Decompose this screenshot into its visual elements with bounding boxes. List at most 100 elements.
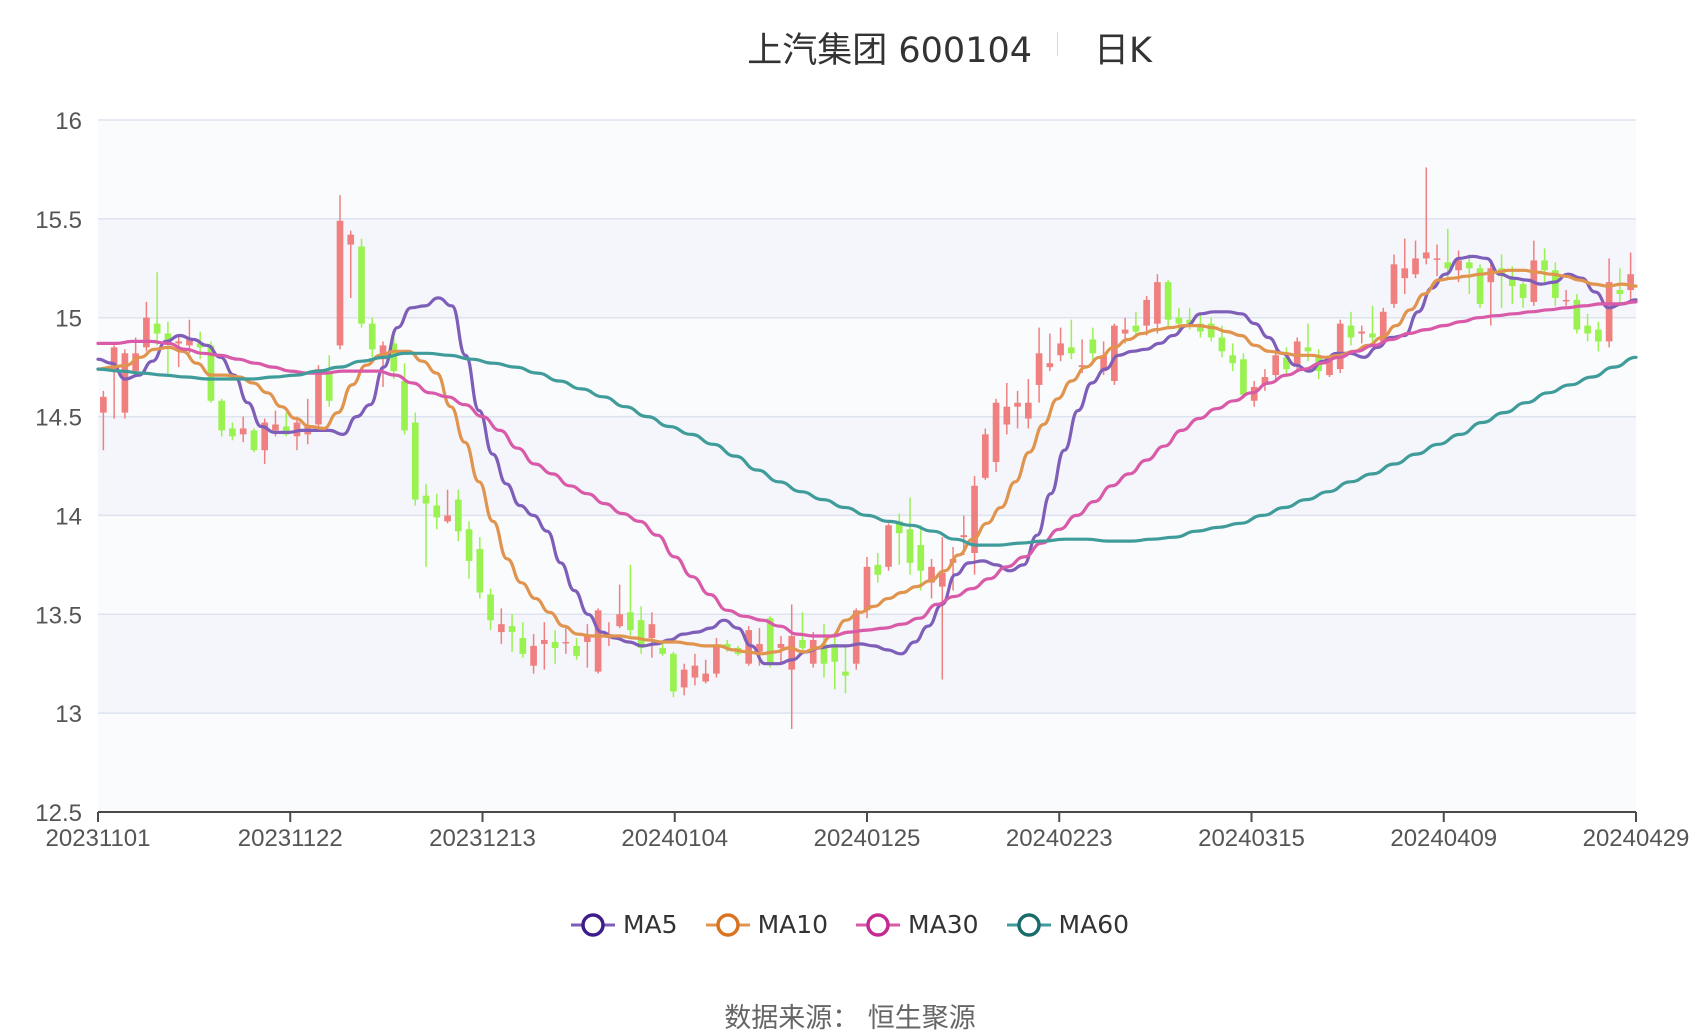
candle	[541, 622, 548, 670]
candle-body	[508, 626, 516, 633]
candle	[648, 612, 656, 658]
candle-body	[336, 220, 344, 346]
candle	[992, 398, 1000, 472]
candle-body	[562, 641, 570, 644]
candle-body	[497, 624, 505, 633]
candle-body	[444, 515, 451, 522]
candle-body	[1175, 317, 1183, 324]
candle-body	[1476, 268, 1484, 304]
x-tick-label: 20231101	[46, 825, 151, 852]
candle-body	[1412, 258, 1419, 275]
candle-body	[723, 643, 731, 648]
candle-body	[1444, 262, 1452, 269]
candle	[938, 537, 946, 680]
chart-title: 上汽集团 600104	[747, 31, 1032, 71]
candle	[1024, 379, 1032, 429]
candle	[508, 614, 516, 652]
candle-body	[573, 645, 580, 656]
candle-body	[261, 422, 269, 451]
candle-body	[1336, 323, 1344, 370]
candle-body	[1326, 361, 1333, 376]
candle	[1229, 343, 1237, 372]
legend-label-ma5: MA5	[622, 910, 678, 939]
y-tick-label: 15.5	[35, 207, 82, 234]
candle-body	[1240, 359, 1247, 395]
candle-body	[239, 428, 247, 435]
legend-label-ma30: MA30	[908, 910, 979, 939]
candle	[1003, 382, 1011, 435]
candlestick-chart: 12.5 13 13.5 14 14.5 15 15.5 16 20231101 2023112…	[35, 108, 1689, 852]
candle	[691, 653, 699, 686]
candle-body	[1207, 323, 1215, 338]
x-tick-label: 20240125	[814, 825, 921, 852]
candle-body	[132, 353, 139, 372]
candle-body	[691, 665, 699, 678]
legend-item-ma10[interactable]: MA10	[705, 910, 829, 939]
moving-average-lines	[96, 254, 1638, 666]
candle-body	[1562, 299, 1570, 302]
candle	[153, 272, 161, 346]
candle	[1616, 268, 1624, 304]
candle-body	[874, 564, 882, 575]
candle	[1336, 319, 1344, 374]
candle-body	[1508, 278, 1516, 287]
candle-body	[1465, 262, 1473, 269]
candle-body	[1584, 325, 1591, 334]
candle-body	[1132, 325, 1140, 332]
candle-body	[1143, 299, 1150, 326]
candle	[1508, 266, 1516, 304]
legend-label-ma10: MA10	[757, 910, 829, 939]
candle-body	[1487, 268, 1495, 283]
candle-body	[143, 317, 150, 348]
candle	[670, 651, 677, 698]
candle	[325, 355, 333, 407]
candle	[1379, 307, 1387, 346]
candle	[1261, 369, 1269, 391]
candle-body	[670, 653, 677, 692]
candle	[766, 616, 774, 668]
ma-line-ma30	[96, 300, 1638, 638]
chart-subtitle: 日K	[1094, 31, 1152, 71]
candle	[917, 525, 925, 591]
candle-body	[1347, 325, 1355, 338]
candle-body	[1401, 268, 1409, 279]
candle-body	[379, 345, 387, 360]
candle-body	[1573, 299, 1581, 330]
candle	[1412, 240, 1419, 279]
legend-label-ma60: MA60	[1058, 910, 1130, 939]
candle-body	[551, 641, 559, 648]
candle	[1476, 264, 1484, 308]
candle-body	[627, 612, 634, 631]
candle-body	[960, 535, 968, 538]
legend-ma60-icon	[1006, 912, 1051, 937]
candle-body	[1379, 311, 1387, 342]
candle-body	[229, 428, 236, 437]
candle	[594, 608, 602, 674]
legend-item-ma30[interactable]: MA30	[856, 910, 979, 939]
candle	[465, 521, 473, 579]
candle	[519, 622, 527, 658]
candle	[1541, 248, 1548, 283]
candle-body	[680, 669, 688, 688]
candle-body	[809, 639, 817, 664]
candle-body	[1024, 402, 1032, 419]
candle	[1240, 353, 1247, 399]
candle	[530, 634, 537, 674]
candle-body	[1068, 347, 1075, 354]
candle-body	[186, 339, 193, 346]
y-tick-label: 13.5	[35, 602, 82, 629]
candle	[1207, 317, 1215, 342]
candle	[616, 584, 623, 629]
candle	[885, 523, 892, 571]
candle-body	[454, 499, 462, 532]
grid-band	[98, 120, 1636, 219]
candle	[1401, 238, 1409, 294]
x-axis: 20231101 20231122 20231213 20240104 20240125…	[46, 811, 1689, 852]
legend-item-ma60[interactable]: MA60	[1006, 910, 1130, 939]
legend-item-ma5[interactable]: MA5	[570, 910, 678, 939]
candle	[573, 638, 580, 660]
y-tick-label: 14	[55, 503, 82, 530]
candle	[1046, 333, 1054, 372]
candle-body	[745, 630, 753, 664]
background-bands	[98, 120, 1636, 812]
